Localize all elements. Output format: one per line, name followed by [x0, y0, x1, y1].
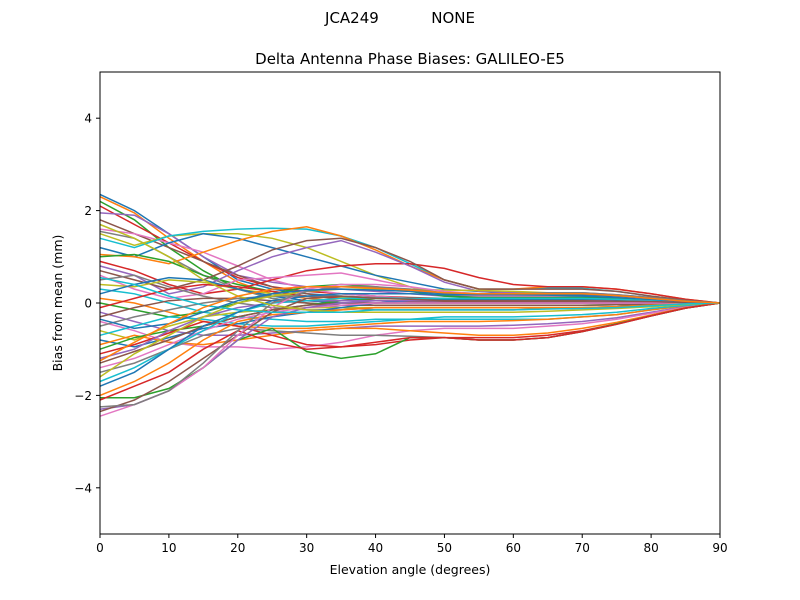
x-tick-label: 20 [230, 541, 245, 555]
y-tick-label: −2 [74, 389, 92, 403]
series-line-42 [99, 302, 721, 397]
series-group [99, 193, 721, 417]
y-axis-label: Bias from mean (mm) [50, 235, 65, 372]
chart-title: Delta Antenna Phase Biases: GALILEO-E5 [255, 50, 565, 68]
x-tick-label: 40 [368, 541, 383, 555]
x-tick-label: 80 [643, 541, 658, 555]
series-line-32 [99, 302, 721, 346]
series-line-50 [99, 276, 721, 313]
series-line-49 [99, 223, 721, 313]
x-tick-label: 90 [712, 541, 727, 555]
x-tick-label: 30 [299, 541, 314, 555]
y-tick-label: 4 [84, 112, 92, 126]
figure-suptitle: JCA249 NONE [325, 9, 475, 27]
x-tick-label: 50 [437, 541, 452, 555]
series-line-48 [99, 286, 721, 408]
series-line-46 [99, 295, 721, 413]
series-line-30 [99, 302, 721, 337]
x-tick-label: 70 [575, 541, 590, 555]
y-tick-label: 2 [84, 204, 92, 218]
series-line-52 [99, 286, 721, 362]
x-tick-label: 10 [161, 541, 176, 555]
series-line-44 [99, 302, 721, 401]
x-tick-label: 60 [506, 541, 521, 555]
series-line-26 [99, 297, 721, 318]
x-tick-label: 0 [96, 541, 104, 555]
series-line-6 [99, 219, 720, 304]
y-tick-label: −4 [74, 481, 92, 495]
x-axis: 0 10 20 30 40 50 60 70 80 90 [96, 534, 728, 555]
y-axis: −4 −2 0 2 4 [74, 112, 100, 495]
y-tick-label: 0 [84, 297, 92, 311]
series-line-40 [99, 297, 721, 383]
series-line-41 [99, 293, 721, 387]
x-axis-label: Elevation angle (degrees) [330, 562, 491, 577]
